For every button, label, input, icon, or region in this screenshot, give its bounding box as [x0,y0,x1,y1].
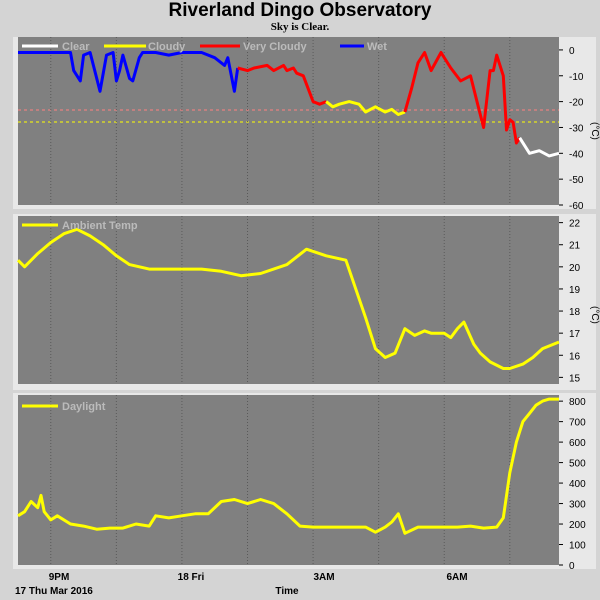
sky-series-line-clear [518,136,560,158]
legend-very-cloudy: Very Cloudy [243,41,307,53]
day-y-tick-label: 300 [569,500,586,511]
temp-y-tick-label: 15 [569,373,581,384]
daylight-legend: Daylight [22,401,106,413]
daylight-plot-area [18,395,559,565]
sky-y-tick-label: 0 [569,46,575,57]
sky-y-tick-label: -10 [569,72,584,83]
temp-legend: Ambient Temp [22,220,138,232]
x-tick-18-fri: 18 Fri [178,572,205,583]
sky-series-line-very_cloudy [237,63,327,106]
x-tick-6am: 6AM [446,572,467,583]
sky-panel: 0 -10 -20 -30 -40 -50 -60 (°C) Clear Cloudy Ve… [13,37,600,212]
day-y-tick-label: 100 [569,541,586,552]
legend-cloudy: Cloudy [148,41,186,53]
sky-status: Sky is Clear. [270,21,330,33]
daylight-panel: 800 700 600 500 400 300 200 100 0 Daylight [13,393,596,572]
sky-legend: Clear Cloudy Very Cloudy Wet [22,41,387,53]
temp-y-tick-label: 17 [569,329,581,340]
x-date-label: 17 Thu Mar 2016 [15,586,93,597]
temp-y-tick-label: 21 [569,241,581,252]
day-y-tick-label: 400 [569,479,586,490]
day-y-tick-label: 600 [569,438,586,449]
day-y-tick-label: 0 [569,561,575,572]
temp-y-tick-label: 20 [569,263,581,274]
sky-series-line-very_cloudy [403,51,521,145]
temp-y-tick-label: 16 [569,351,581,362]
x-axis: 9PM 18 Fri 3AM 6AM 17 Thu Mar 2016 Time [15,572,468,597]
sky-y-tick-label: -50 [569,175,584,186]
day-y-tick-label: 200 [569,520,586,531]
legend-temp: Ambient Temp [62,220,138,232]
x-axis-label: Time [275,586,299,597]
temp-y-axis-label: (°C) [589,306,600,324]
day-series-line-0 [17,397,559,535]
legend-wet: Wet [367,41,387,53]
sky-series-line-cloudy [325,100,406,116]
sky-y-tick-label: -60 [569,201,584,212]
sky-y-axis-label: (°C) [589,122,600,140]
temp-y-tick-label: 18 [569,307,581,318]
temp-series-line-0 [16,227,560,370]
legend-daylight: Daylight [62,401,106,413]
legend-clear: Clear [62,41,90,53]
sky-y-tick-label: -30 [569,123,584,134]
temp-y-tick-label: 22 [569,219,581,230]
sky-y-tick-label: -40 [569,149,584,160]
x-tick-9pm: 9PM [49,572,70,583]
sky-y-tick-label: -20 [569,98,584,109]
x-tick-3am: 3AM [313,572,334,583]
sky-plot-area [18,37,559,205]
temp-panel: 22 21 20 19 18 17 16 15 (°C) Ambient Temp [13,214,600,390]
temp-plot-area [18,216,559,384]
day-y-tick-label: 700 [569,418,586,429]
temp-y-tick-label: 19 [569,285,581,296]
page-title: Riverland Dingo Observatory [168,0,432,21]
day-y-tick-label: 800 [569,397,586,408]
sky-series-line-wet [18,51,240,93]
day-y-tick-label: 500 [569,459,586,470]
